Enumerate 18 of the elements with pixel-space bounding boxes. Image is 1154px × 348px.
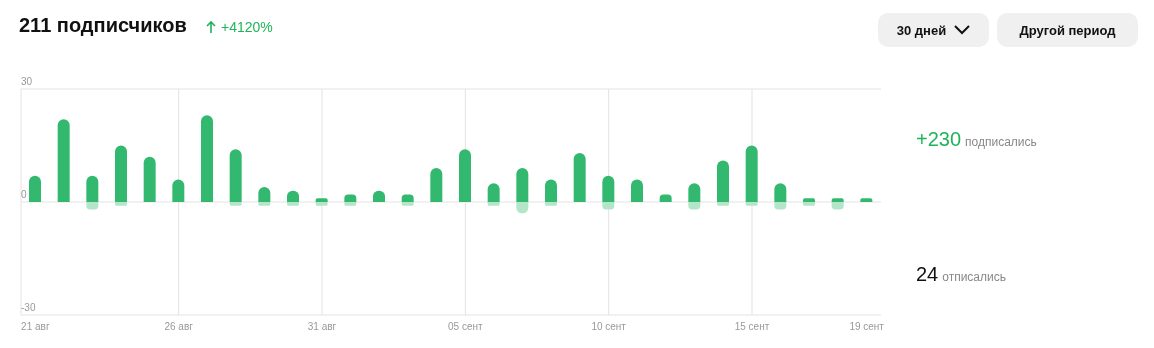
y-tick-label: -30 (21, 302, 36, 313)
y-tick-label: 30 (21, 76, 33, 87)
text: отписались (942, 270, 1006, 284)
text: 30 дней (896, 22, 947, 38)
x-tick-label: 26 авг (164, 321, 194, 333)
text: +230 (916, 128, 962, 150)
x-tick-label: 10 сент (591, 321, 627, 333)
text: подписались (965, 135, 1037, 149)
x-tick-label: 05 сент (448, 321, 484, 333)
chart-title: 211 подписчиков (19, 14, 187, 37)
chart-subtitle: +4120% (221, 19, 273, 35)
x-tick-label: 15 сент (734, 321, 770, 333)
x-tick-label: 19 сент (849, 321, 885, 333)
text: Другой период (997, 13, 1138, 47)
x-tick-label: 31 авг (307, 321, 337, 333)
x-tick-label: 21 авг (21, 321, 50, 333)
y-tick-label: 0 (21, 189, 27, 200)
text: 24 (916, 263, 939, 285)
